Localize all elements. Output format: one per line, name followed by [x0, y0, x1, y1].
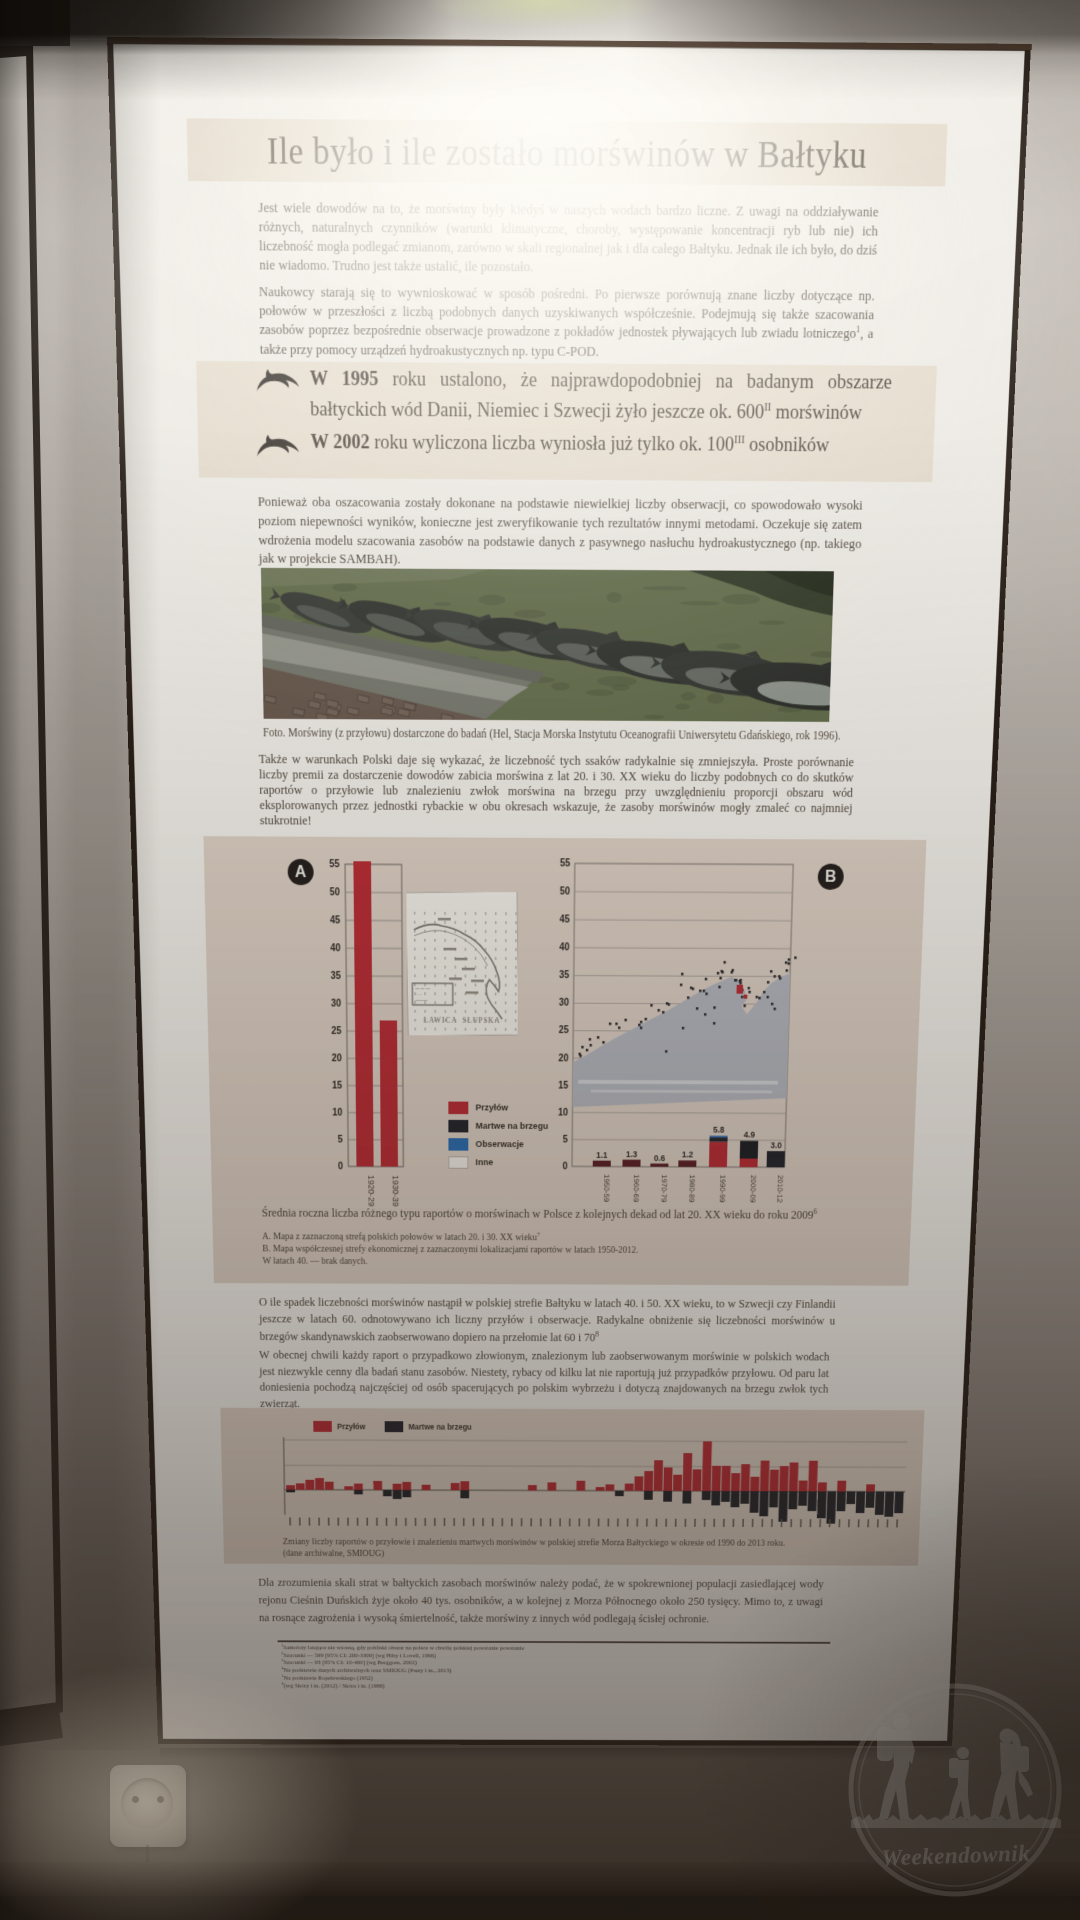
svg-text:1930-39: 1930-39: [390, 1175, 399, 1206]
svg-text:30: 30: [559, 998, 569, 1009]
svg-text:Weekendownik: Weekendownik: [881, 1840, 1030, 1870]
svg-text:4.9: 4.9: [744, 1131, 756, 1141]
svg-text:5.8: 5.8: [713, 1126, 725, 1136]
svg-text:35: 35: [559, 970, 569, 981]
svg-text:———: ———: [415, 999, 427, 1004]
svg-text:2000-09: 2000-09: [749, 1175, 758, 1203]
svg-text:10: 10: [558, 1107, 568, 1118]
svg-text:ŁAWICA SŁUPSKA: ŁAWICA SŁUPSKA: [424, 1016, 501, 1024]
svg-text:1950-59: 1950-59: [602, 1174, 611, 1202]
svg-text:55: 55: [560, 858, 570, 869]
svg-text:1980-89: 1980-89: [688, 1175, 697, 1203]
svg-text:5: 5: [338, 1134, 343, 1145]
svg-text:1.3: 1.3: [626, 1150, 638, 1160]
svg-text:35: 35: [331, 971, 341, 982]
svg-text:15: 15: [558, 1080, 568, 1091]
svg-text:30: 30: [331, 998, 341, 1009]
svg-text:40: 40: [330, 943, 340, 954]
svg-text:40: 40: [559, 942, 569, 953]
svg-text:0.6: 0.6: [654, 1154, 666, 1164]
svg-text:20: 20: [332, 1053, 342, 1064]
svg-text:1.2: 1.2: [682, 1151, 694, 1161]
svg-text:3.0: 3.0: [770, 1141, 782, 1151]
svg-text:1.1: 1.1: [596, 1151, 608, 1161]
svg-text:2010-12: 2010-12: [776, 1175, 785, 1203]
svg-text:1960-69: 1960-69: [632, 1174, 641, 1202]
svg-text:45: 45: [559, 914, 569, 925]
svg-text:1920-29: 1920-29: [366, 1175, 375, 1206]
svg-text:1970-79: 1970-79: [660, 1174, 669, 1202]
svg-text:15: 15: [332, 1080, 342, 1091]
svg-text:5: 5: [563, 1134, 568, 1145]
svg-text:1990-99: 1990-99: [718, 1175, 727, 1203]
svg-text:20: 20: [558, 1053, 568, 1064]
svg-text:55: 55: [329, 859, 339, 870]
svg-text:50: 50: [560, 886, 570, 897]
svg-text:25: 25: [331, 1026, 341, 1037]
svg-text:0: 0: [338, 1161, 343, 1172]
svg-text:45: 45: [330, 915, 340, 926]
svg-text:0: 0: [562, 1161, 567, 1172]
svg-text:10: 10: [332, 1108, 342, 1119]
svg-text:50: 50: [329, 887, 339, 898]
svg-text:·····: ·····: [415, 993, 422, 998]
svg-text:— — —: — — —: [415, 987, 430, 992]
svg-text:25: 25: [559, 1025, 569, 1036]
